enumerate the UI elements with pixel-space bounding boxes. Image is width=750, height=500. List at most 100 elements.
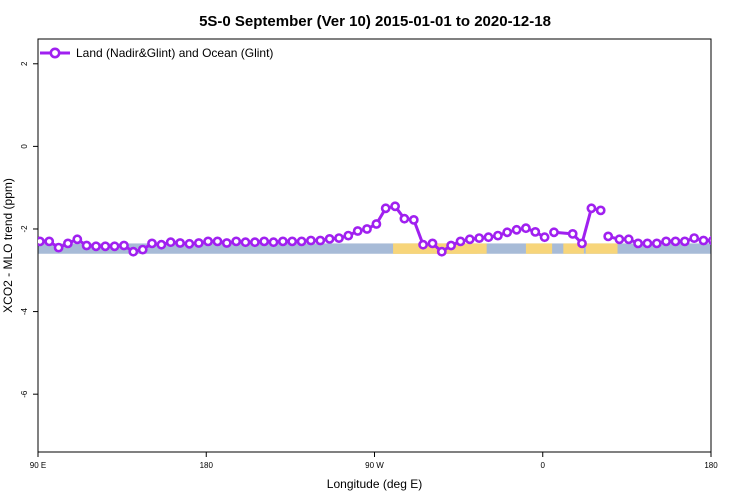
data-point [91, 241, 101, 252]
land-band-segment [585, 243, 618, 254]
data-point [324, 233, 335, 244]
data-point [390, 201, 400, 212]
data-point [719, 238, 726, 245]
data-point [474, 233, 485, 243]
data-point [539, 232, 550, 243]
land-band-segment [525, 243, 553, 254]
data-point [259, 236, 270, 247]
data-point [427, 238, 438, 249]
data-point [689, 233, 700, 243]
data-point [418, 239, 428, 250]
data-point [679, 236, 690, 247]
data-point [240, 237, 251, 248]
data-point [305, 235, 316, 246]
data-point [109, 241, 120, 252]
land-band-segment [393, 243, 478, 254]
data-point [296, 236, 307, 247]
data-point [408, 214, 419, 225]
data-point [371, 219, 382, 229]
data-point [277, 236, 288, 247]
data-point [362, 224, 372, 234]
x-tick-label: 0 [541, 461, 546, 470]
data-point [72, 234, 83, 245]
data-point [614, 234, 625, 245]
data-point [352, 226, 363, 236]
data-point [156, 239, 167, 250]
data-point [175, 238, 185, 248]
x-tick-label: 180 [200, 461, 214, 470]
data-point [81, 240, 92, 251]
data-point [521, 223, 531, 234]
data-point [577, 238, 587, 249]
data-point [128, 246, 139, 257]
data-point [203, 236, 213, 247]
series-layer [38, 201, 744, 257]
y-axis-title: XCO2 - MLO trend (ppm) [1, 178, 15, 313]
data-point [119, 240, 129, 251]
y-tick-label: -2 [20, 225, 29, 233]
data-point [268, 237, 279, 248]
data-point [380, 203, 391, 214]
data-point [549, 227, 559, 238]
data-point [633, 238, 643, 249]
x-axis-ticks: 90 E 180 90 W 0 180 [30, 452, 718, 470]
data-point [502, 227, 513, 238]
data-point [737, 238, 744, 245]
data-point [708, 235, 711, 246]
data-point [212, 236, 223, 247]
ocean-band [38, 243, 711, 254]
y-tick-label: 2 [20, 61, 29, 66]
data-point [567, 228, 578, 239]
data-point [446, 240, 456, 251]
data-point [147, 238, 157, 249]
data-point [399, 213, 410, 224]
land-band-segment [436, 243, 487, 254]
data-point [698, 235, 709, 246]
data-point [455, 236, 466, 247]
data-point [334, 233, 344, 243]
y-tick-label: 0 [20, 144, 29, 149]
data-point [53, 242, 64, 253]
data-point [184, 238, 195, 249]
data-point [464, 234, 475, 245]
y-tick-label: -6 [20, 390, 29, 398]
x-axis-title: Longitude (deg E) [327, 477, 422, 491]
data-point [436, 246, 447, 257]
data-point [483, 232, 494, 243]
chart-title: 5S-0 September (Ver 10) 2015-01-01 to 20… [199, 13, 551, 30]
x-tick-label: 90 W [365, 461, 384, 470]
data-point [492, 230, 503, 241]
data-point [623, 234, 634, 245]
x-tick-label: 180 [704, 461, 718, 470]
data-point [586, 203, 597, 214]
x-tick-label: 90 E [30, 461, 46, 470]
data-point [530, 226, 541, 237]
data-point [63, 238, 73, 249]
data-point [651, 238, 662, 249]
legend: Land (Nadir&Glint) and Ocean (Glint) [40, 46, 273, 60]
data-point [315, 235, 326, 246]
data-point [231, 236, 242, 247]
data-point [511, 224, 522, 235]
data-point [38, 236, 45, 247]
data-point [661, 236, 671, 247]
y-tick-label: -4 [20, 307, 29, 315]
data-point [728, 243, 735, 250]
land-band-segment [563, 243, 584, 254]
data-point [100, 241, 111, 252]
legend-label: Land (Nadir&Glint) and Ocean (Glint) [76, 46, 273, 60]
data-point [44, 236, 55, 247]
series-line [553, 206, 602, 245]
data-point [137, 244, 148, 255]
data-point [670, 236, 681, 247]
data-point [603, 231, 614, 242]
data-point [165, 237, 176, 248]
y-axis-ticks: 2 0 -2 -4 -6 [20, 61, 38, 398]
data-point [221, 238, 232, 248]
data-point [287, 236, 298, 247]
data-point [343, 230, 354, 241]
data-point [595, 205, 606, 216]
data-point [642, 238, 653, 249]
surface-band [38, 243, 711, 254]
